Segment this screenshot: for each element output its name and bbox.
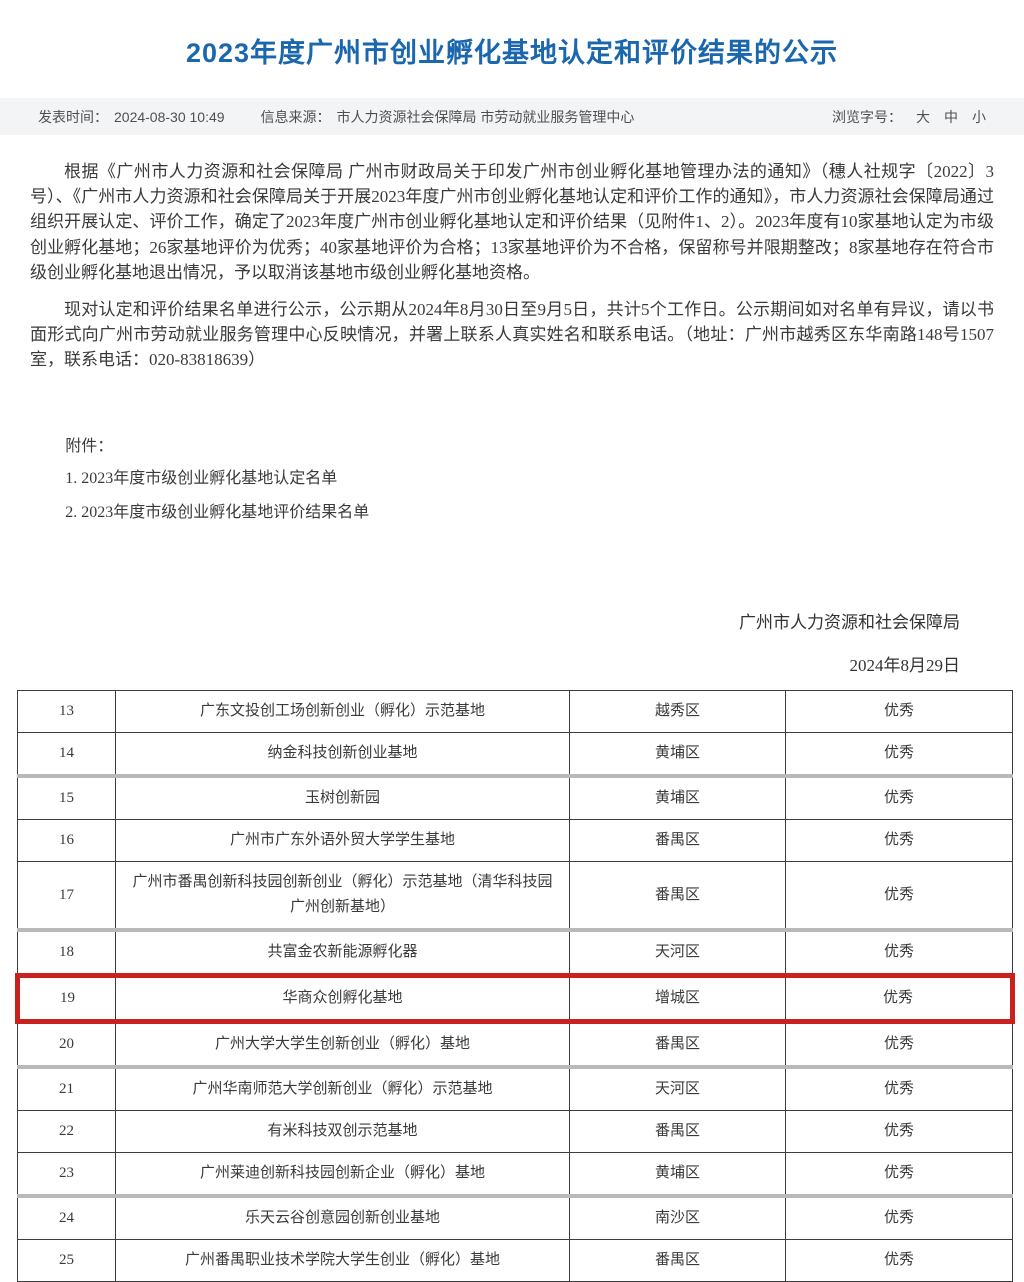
table-row: 13 广东文投创工场创新创业（孵化）示范基地 越秀区 优秀 [17,690,1013,734]
attachments-label: 附件： [65,438,114,456]
cell-base-name: 华商众创孵化基地 [115,973,570,1025]
cell-district: 南沙区 [569,1195,786,1241]
cell-rating: 优秀 [785,1239,1013,1282]
cell-rating: 优秀 [785,1195,1013,1241]
cell-row-number: 24 [17,1195,116,1241]
cell-rating: 优秀 [785,690,1013,734]
font-size-controls: 浏览字号： 大 中 小 [832,107,986,127]
cell-rating: 优秀 [785,1152,1013,1199]
cell-rating: 优秀 [785,775,1013,821]
cell-district: 番禺区 [569,1110,786,1154]
attachment-link-1[interactable]: 1. 2023年度市级创业孵化基地认定名单 [65,470,338,488]
cell-district: 天河区 [569,1066,786,1112]
cell-rating: 优秀 [785,861,1013,933]
attachment-link-2[interactable]: 2. 2023年度市级创业孵化基地评价结果名单 [65,504,370,522]
table-row: 18 共富金农新能源孵化器 天河区 优秀 [17,929,1013,977]
table-row: 20 广州大学大学生创新创业（孵化）基地 番禺区 优秀 [17,1021,1013,1070]
table-row: 22 有米科技双创示范基地 番禺区 优秀 [17,1110,1013,1154]
cell-district: 黄埔区 [569,732,786,779]
cell-row-number: 25 [17,1239,116,1282]
source-label: 信息来源： [260,108,331,125]
table-row-highlighted: 19 华商众创孵化基地 增城区 优秀 [15,973,1015,1025]
cell-district: 天河区 [569,929,786,977]
table-row: 15 玉树创新园 黄埔区 优秀 [17,775,1013,821]
cell-row-number: 23 [17,1152,116,1199]
cell-base-name: 玉树创新园 [115,775,570,821]
table-row: 16 广州市广东外语外贸大学学生基地 番禺区 优秀 [17,819,1013,863]
cell-district: 增城区 [569,973,786,1025]
cell-row-number: 16 [17,819,116,863]
cell-row-number: 20 [17,1021,116,1070]
cell-row-number: 15 [17,775,116,821]
cell-base-name: 乐天云谷创意园创新创业基地 [115,1195,570,1241]
meta-bar: 发表时间： 2024-08-30 10:49 信息来源： 市人力资源社会保障局 … [0,98,1024,136]
table-row: 24 乐天云谷创意园创新创业基地 南沙区 优秀 [17,1195,1013,1241]
document-body: 根据《广州市人力资源和社会保障局 广州市财政局关于印发广州市创业孵化基地管理办法… [0,159,1024,676]
cell-district: 番禺区 [569,819,786,863]
cell-row-number: 22 [17,1110,116,1154]
cell-district: 番禺区 [569,1239,786,1282]
cell-row-number: 17 [17,861,116,933]
font-size-small-button[interactable]: 小 [972,108,986,125]
cell-rating: 优秀 [785,1110,1013,1154]
table-row: 21 广州华南师范大学创新创业（孵化）示范基地 天河区 优秀 [17,1066,1013,1112]
cell-rating: 优秀 [785,929,1013,977]
cell-rating: 优秀 [785,1066,1013,1112]
cell-base-name: 广州莱迪创新科技园创新企业（孵化）基地 [115,1152,570,1199]
cell-row-number: 14 [17,732,116,779]
cell-district: 黄埔区 [569,1152,786,1199]
cell-district: 番禺区 [569,861,786,933]
cell-base-name: 广州大学大学生创新创业（孵化）基地 [115,1021,570,1070]
paragraph-basis: 根据《广州市人力资源和社会保障局 广州市财政局关于印发广州市创业孵化基地管理办法… [30,162,994,282]
publish-time-label: 发表时间： [38,108,108,125]
cell-base-name: 广州番禺职业技术学院大学生创业（孵化）基地 [115,1239,570,1282]
table-row: 17 广州市番禺创新科技园创新创业（孵化）示范基地（清华科技园广州创新基地） 番禺区… [17,861,1013,933]
cell-rating: 优秀 [785,819,1013,863]
cell-base-name: 广东文投创工场创新创业（孵化）示范基地 [115,690,570,734]
cell-row-number: 18 [17,929,116,977]
cell-base-name: 纳金科技创新创业基地 [115,732,570,779]
font-size-medium-button[interactable]: 中 [944,108,958,125]
cell-base-name: 有米科技双创示范基地 [115,1110,570,1154]
evaluation-results-table: 13 广东文投创工场创新创业（孵化）示范基地 越秀区 优秀 14 纳金科技创新创业基地 黄埔… [15,690,1015,1282]
cell-base-name: 共富金农新能源孵化器 [115,929,570,977]
cell-base-name: 广州市广东外语外贸大学学生基地 [115,819,570,863]
cell-rating: 优秀 [785,1021,1013,1070]
cell-row-number: 21 [17,1066,116,1112]
source-value: 市人力资源社会保障局 市劳动就业服务管理中心 [336,108,635,125]
cell-district: 越秀区 [569,690,786,734]
cell-rating: 优秀 [785,732,1013,779]
table-row: 23 广州莱迪创新科技园创新企业（孵化）基地 黄埔区 优秀 [17,1152,1013,1199]
cell-base-name: 广州华南师范大学创新创业（孵化）示范基地 [115,1066,570,1112]
results-table-body: 13 广东文投创工场创新创业（孵化）示范基地 越秀区 优秀 14 纳金科技创新创业基地 黄埔… [15,690,1015,1282]
cell-base-name: 广州市番禺创新科技园创新创业（孵化）示范基地（清华科技园广州创新基地） [115,861,570,933]
table-row: 25 广州番禺职业技术学院大学生创业（孵化）基地 番禺区 优秀 [17,1239,1013,1282]
page-title: 2023年度广州市创业孵化基地认定和评价结果的公示 [185,38,839,69]
cell-row-number: 19 [15,973,116,1025]
paragraph-publicity-period: 现对认定和评价结果名单进行公示，公示期从2024年8月30日至9月5日，共计5个… [30,299,994,370]
meta-info: 发表时间： 2024-08-30 10:49 信息来源： 市人力资源社会保障局 … [38,107,634,127]
cell-district: 黄埔区 [569,775,786,821]
signature-date: 2024年8月29日 [849,656,961,676]
table-row: 14 纳金科技创新创业基地 黄埔区 优秀 [17,732,1013,779]
font-size-large-button[interactable]: 大 [916,108,930,125]
font-size-label: 浏览字号： [832,108,902,125]
cell-district: 番禺区 [569,1021,786,1070]
cell-row-number: 13 [17,690,116,734]
publish-time-value: 2024-08-30 10:49 [114,108,225,125]
cell-rating: 优秀 [785,973,1015,1025]
signature-organization: 广州市人力资源和社会保障局 [739,613,960,633]
